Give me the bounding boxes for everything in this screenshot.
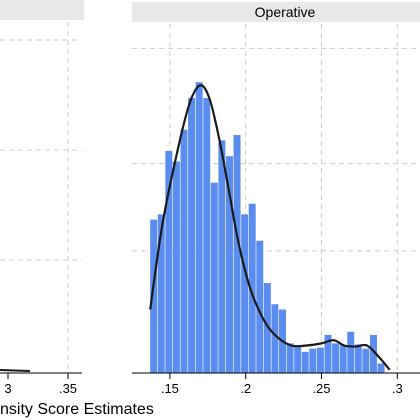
histogram-bar [286, 343, 294, 373]
histogram-bar [248, 203, 256, 373]
histogram-bar [165, 150, 173, 373]
histogram-bar [233, 135, 241, 373]
histogram-bar [225, 156, 233, 373]
histogram-bars [150, 82, 385, 374]
histogram-bar [195, 82, 203, 374]
histogram-bar [301, 351, 309, 373]
histogram-bar [188, 98, 196, 373]
x-tick-label: .3 [392, 381, 403, 396]
histogram-bar [294, 346, 302, 373]
density-curve [149, 84, 391, 371]
x-tick-label: .2 [240, 381, 251, 396]
histogram-bar [339, 345, 347, 373]
left-panel: 3 .35 [0, 0, 84, 396]
histogram-bar [354, 344, 362, 373]
histogram-bar [150, 219, 158, 373]
histogram-bar [203, 98, 211, 373]
panel-title: Operative [255, 4, 316, 20]
histogram-bar [332, 343, 340, 373]
histogram-bar [218, 140, 226, 373]
histogram-bar [241, 214, 249, 373]
histogram-bar [210, 182, 218, 373]
histogram-bar [309, 348, 317, 373]
histogram-bar [271, 304, 279, 373]
histogram-bar [362, 348, 370, 373]
right-panel-strip [132, 2, 420, 22]
left-panel-gridlines [0, 22, 82, 370]
histogram-bar [377, 363, 385, 373]
left-panel-curve-tail [0, 369, 31, 372]
left-tick-label: 3 [4, 381, 11, 396]
left-tick-label: .35 [59, 381, 77, 396]
histogram-bar [172, 161, 180, 373]
right-panel: Operative .15 .2 .25 .3 [132, 2, 420, 396]
right-panel-gridlines [132, 24, 420, 373]
histogram-bar [180, 129, 188, 373]
x-tick-label: .15 [161, 381, 179, 396]
histogram-bar [316, 347, 324, 373]
histogram-bar [157, 214, 165, 373]
histogram-bar [256, 240, 264, 373]
x-axis-ticks: .15 .2 .25 .3 [161, 373, 403, 396]
x-tick-label: .25 [312, 381, 330, 396]
left-panel-strip [0, 0, 84, 20]
histogram-bar [369, 334, 377, 373]
histogram-bar [347, 331, 355, 373]
histogram-bar [324, 334, 332, 373]
histogram-bar [263, 283, 271, 373]
x-axis-title: nsity Score Estimates [0, 401, 154, 418]
